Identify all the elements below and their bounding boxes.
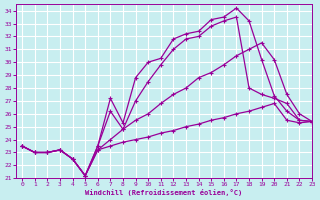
X-axis label: Windchill (Refroidissement éolien,°C): Windchill (Refroidissement éolien,°C) [85,189,243,196]
